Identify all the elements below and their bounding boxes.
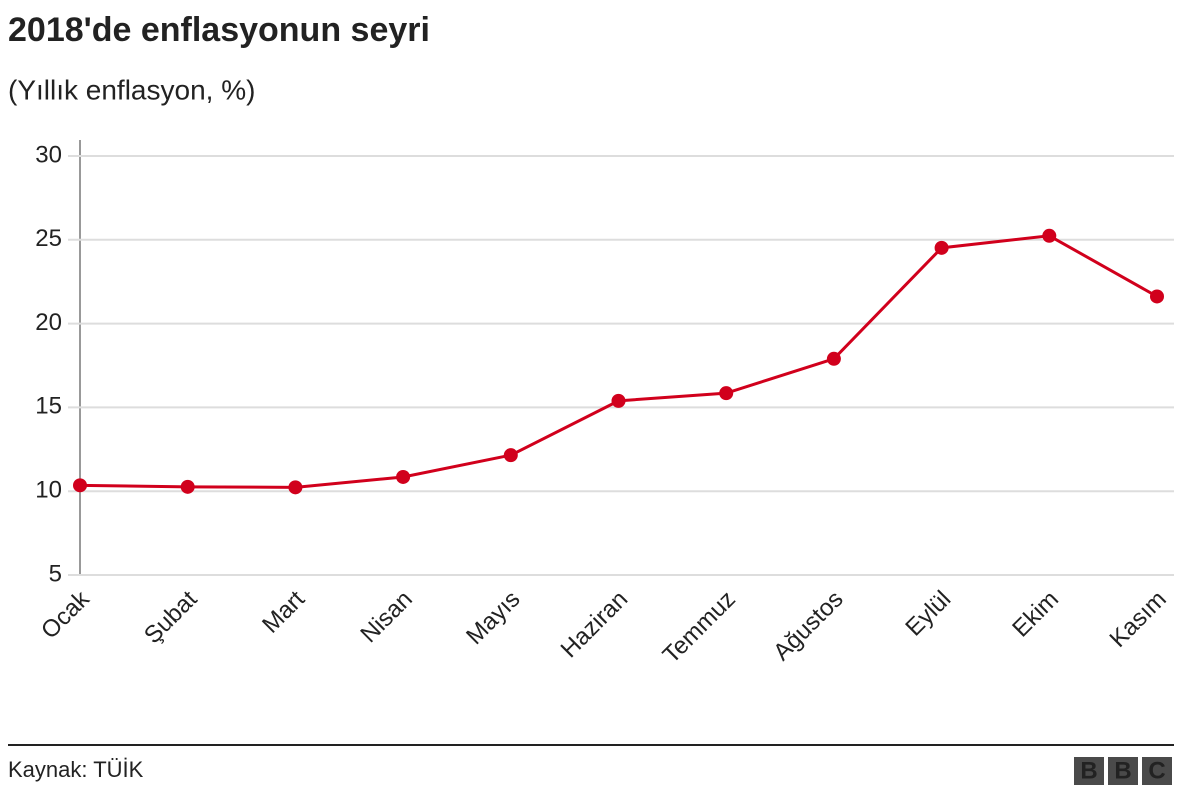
chart-title: 2018'de enflasyonun seyri: [8, 11, 430, 49]
source: Kaynak: TÜİK: [8, 757, 144, 782]
logo-box: [1074, 757, 1104, 785]
point: [934, 240, 949, 255]
point: [73, 478, 87, 493]
x-tick-label: Haziran: [556, 586, 634, 664]
point: [826, 351, 841, 366]
logo-letter: C: [1148, 757, 1165, 784]
x-tick-label: Temmuz: [658, 586, 741, 669]
logo-letter: B: [1114, 757, 1131, 784]
point: [719, 386, 734, 401]
x-tick-label: Kasım: [1105, 586, 1172, 653]
point: [396, 469, 411, 484]
y-tick-label: 10: [35, 477, 62, 504]
point: [1150, 289, 1164, 304]
point: [611, 393, 626, 408]
line: [79, 234, 1158, 489]
chart-subtitle: (Yıllık enflasyon, %): [8, 74, 255, 105]
x-tick-label: Nisan: [355, 586, 417, 648]
x-tick-label: Mayıs: [461, 586, 525, 650]
y-tick-label: 5: [49, 560, 62, 587]
y-tick-label: 20: [35, 309, 62, 336]
point: [288, 480, 303, 495]
y-tick-label: 25: [35, 225, 62, 252]
x-tick-label: Ağustos: [768, 586, 848, 666]
x-tick-label: Ocak: [36, 585, 95, 644]
x-tick-label: Mart: [257, 585, 310, 638]
logo-box: [1108, 757, 1138, 785]
x-tick-label: Şubat: [139, 585, 203, 649]
point: [503, 448, 518, 463]
x-tick-label: Ekim: [1007, 586, 1064, 643]
y-tick-label: 30: [35, 141, 62, 168]
point: [180, 479, 195, 494]
logo-box: [1142, 757, 1172, 785]
logo-letter: B: [1080, 757, 1097, 784]
y-tick-label: 15: [35, 393, 62, 420]
point: [1042, 228, 1057, 243]
x-tick-label: Eylül: [900, 586, 956, 642]
